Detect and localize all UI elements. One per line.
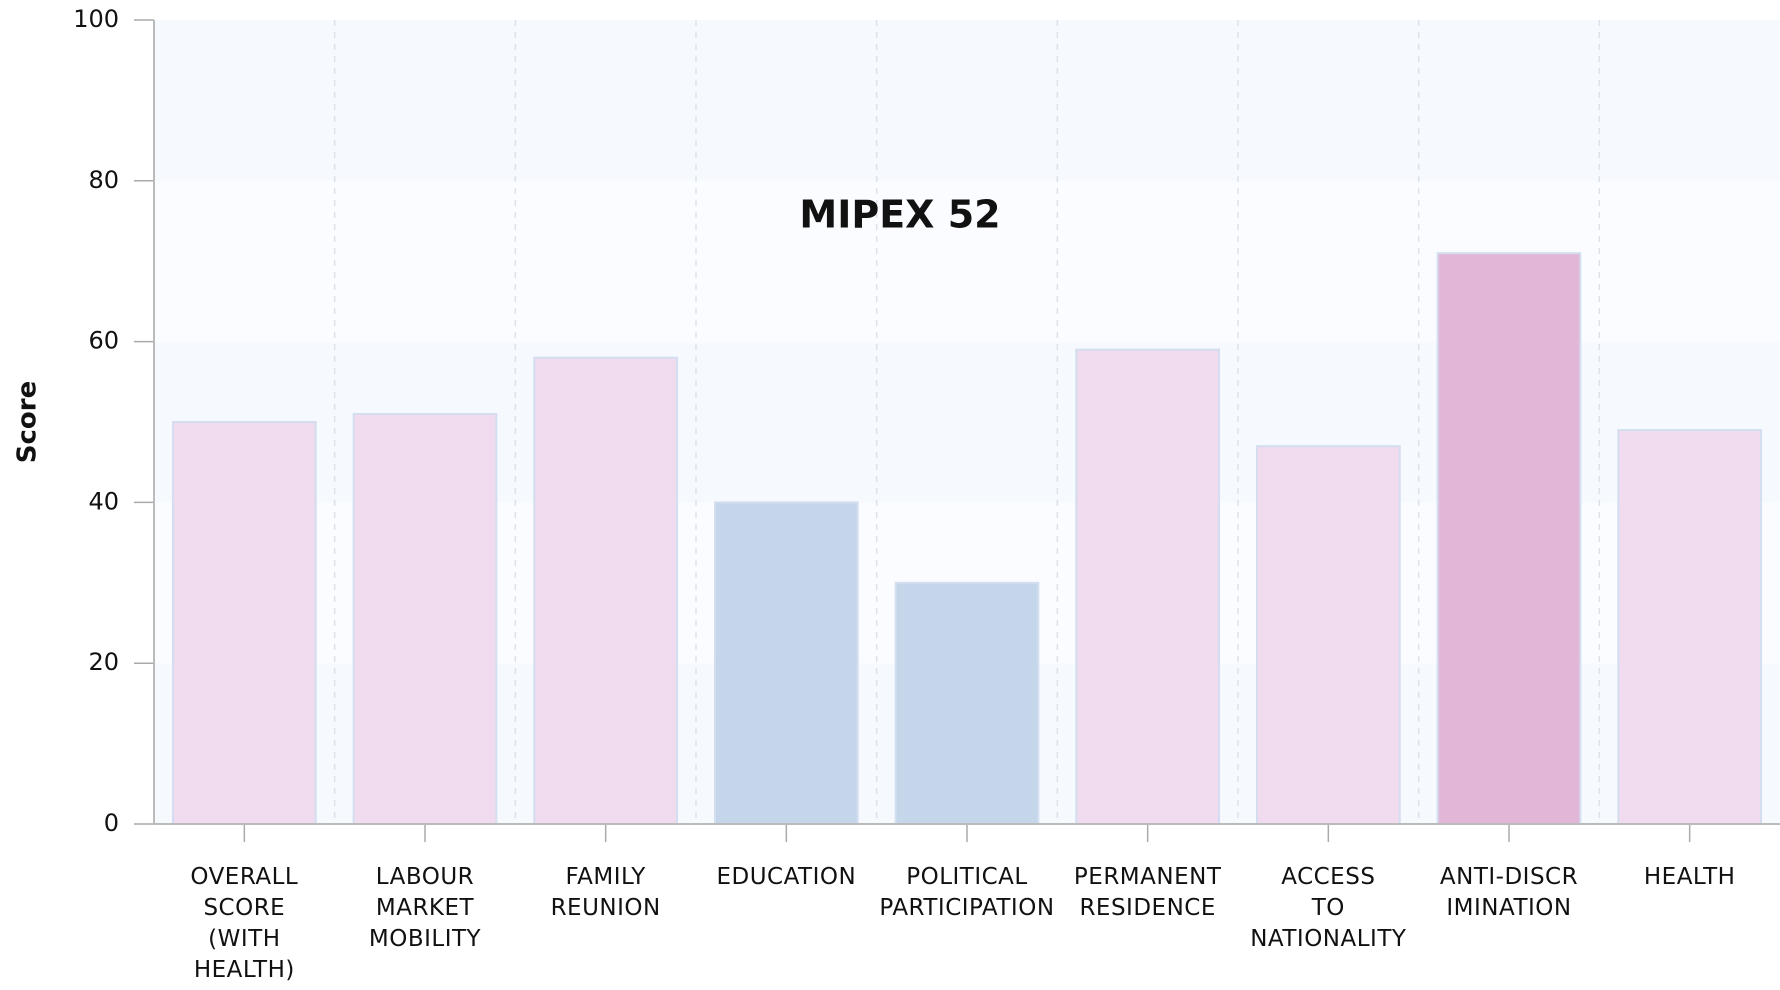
y-tick-label: 100 [73, 5, 119, 33]
bar [1436, 252, 1582, 826]
x-tick-label: ANTI-DISCR IMINATION [1439, 864, 1579, 921]
x-tick-label-box: HEALTH [1643, 864, 1736, 890]
chart-title: MIPEX 52 [799, 193, 1000, 237]
x-tick-label-box: PERMANENT RESIDENCE [1073, 864, 1222, 921]
y-tick-label: 40 [88, 487, 119, 515]
x-tick-label-box: ACCESS TO NATIONALITY [1250, 864, 1407, 952]
x-tick-label-box: POLITICAL PARTICIPATION [879, 864, 1055, 921]
x-tick-label: LABOUR MARKET MOBILITY [368, 864, 482, 952]
x-tick-label: OVERALL SCORE (WITH HEALTH) [190, 864, 299, 983]
y-tick-label: 60 [88, 327, 119, 355]
x-tick-label-box: FAMILY REUNION [550, 864, 661, 921]
x-tick-label: POLITICAL PARTICIPATION [879, 864, 1055, 921]
bar [1075, 348, 1221, 825]
bar [171, 421, 317, 825]
x-tick-label-box: EDUCATION [716, 864, 857, 890]
bar [894, 581, 1040, 825]
x-tick-label: EDUCATION [716, 864, 857, 890]
x-tick-label-box: LABOUR MARKET MOBILITY [368, 864, 482, 952]
y-tick-label: 20 [88, 648, 119, 676]
bar [533, 356, 679, 825]
plot-band [154, 20, 1780, 181]
x-tick-label: ACCESS TO NATIONALITY [1250, 864, 1407, 952]
x-tick-label-box: OVERALL SCORE (WITH HEALTH) [190, 864, 299, 983]
bar [1617, 429, 1763, 825]
x-tick-label-box: ANTI-DISCR IMINATION [1439, 864, 1579, 921]
y-tick-label: 80 [88, 166, 119, 194]
y-tick-label: 0 [104, 809, 119, 837]
y-axis-label: Score [13, 381, 43, 463]
bar [713, 501, 859, 825]
x-tick-label: HEALTH [1643, 864, 1736, 890]
x-tick-label: FAMILY REUNION [550, 864, 661, 921]
x-tick-label: PERMANENT RESIDENCE [1073, 864, 1222, 921]
bar [352, 412, 498, 825]
bar [1255, 445, 1401, 825]
